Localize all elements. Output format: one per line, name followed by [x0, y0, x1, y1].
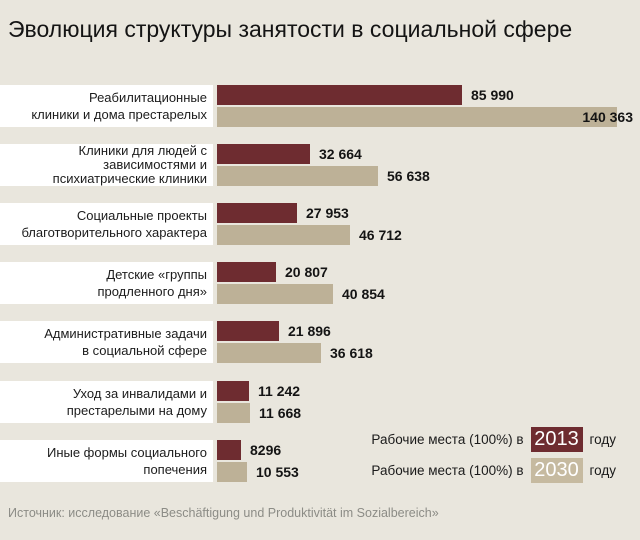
chart-row: Административные задачи в социальной сфе…: [0, 321, 640, 363]
bar-line-2013: 8296: [217, 440, 640, 460]
bar-value-2013: 11 242: [258, 383, 301, 399]
row-label-line: Реабилитационные: [88, 90, 207, 105]
row-label: Клиники для людей с зависимостями и псих…: [0, 144, 213, 186]
legend-swatch-2013: 2013: [530, 427, 583, 452]
legend-row-2030: Рабочие места (100%) в 2030 году: [340, 458, 616, 483]
row-label-line: Административные задачи: [44, 326, 207, 341]
row-bars: 8296 10 553: [217, 440, 640, 482]
row-bars: 20 807 40 854: [217, 262, 640, 304]
chart-title: Эволюция структуры занятости в социально…: [8, 16, 573, 42]
bar-value-2030: 11 668: [259, 405, 302, 421]
bar-2030: [217, 225, 350, 245]
bar-2013: [217, 381, 249, 401]
row-label-line: в социальной сфере: [82, 343, 207, 358]
row-label: Реабилитационные клиники и дома престаре…: [0, 85, 213, 127]
bar-value-2030: 40 854: [342, 286, 385, 302]
row-label-line: психиатрические клиники: [52, 171, 207, 186]
bar-value-2030: 36 618: [330, 345, 373, 361]
row-label-line: благотворительного характера: [21, 225, 207, 240]
bar-2013: [217, 321, 279, 341]
row-label-line: Иные формы социального: [46, 445, 207, 460]
row-label-line: клиники и дома престарелых: [31, 107, 207, 122]
bar-2013: [217, 85, 462, 105]
chart-row: Уход за инвалидами и престарелыми на дом…: [0, 381, 640, 423]
row-label-line: престарелыми на дому: [66, 403, 207, 418]
legend-suffix-2030: году: [589, 463, 616, 478]
bar-value-2030: 56 638: [387, 168, 430, 184]
row-label: Административные задачи в социальной сфе…: [0, 321, 213, 363]
bar-line-2013: 27 953: [217, 203, 640, 223]
source-note: Источник: исследование «Beschäftigung un…: [8, 506, 439, 520]
chart-row: Социальные проекты благотворительного ха…: [0, 203, 640, 245]
bar-line-2030: 46 712: [217, 225, 640, 245]
bar-value-2030: 10 553: [256, 464, 299, 480]
bar-line-2030: 36 618: [217, 343, 640, 363]
row-bars: 32 664 56 638: [217, 144, 640, 186]
bar-2013: [217, 203, 297, 223]
bar-line-2030: 11 668: [217, 403, 640, 423]
row-label-line: Детские «группы: [106, 267, 207, 282]
bar-2030: [217, 166, 378, 186]
bar-value-2013: 32 664: [319, 146, 362, 162]
row-bars: 27 953 46 712: [217, 203, 640, 245]
legend-label-2030: Рабочие места (100%) в: [371, 463, 524, 478]
chart-row: Реабилитационные клиники и дома престаре…: [0, 85, 640, 127]
bar-value-2013: 20 807: [285, 264, 328, 280]
row-label-line: Социальные проекты: [76, 208, 207, 223]
legend-row-2013: Рабочие места (100%) в 2013 году: [340, 427, 616, 452]
bar-2030: [217, 107, 617, 127]
row-label: Детские «группы продленного дня»: [0, 262, 213, 304]
row-label-line: Клиники для людей с: [78, 143, 207, 158]
bar-line-2030: 40 854: [217, 284, 640, 304]
bar-2013: [217, 144, 310, 164]
bar-line-2013: 21 896: [217, 321, 640, 341]
legend-suffix-2013: году: [589, 432, 616, 447]
bar-value-2013: 8296: [250, 442, 282, 458]
bar-value-2013: 27 953: [306, 205, 349, 221]
bar-line-2030: 10 553: [217, 462, 640, 482]
row-bars: 11 242 11 668: [217, 381, 640, 423]
bar-value-2030: 46 712: [359, 227, 402, 243]
bar-2030: [217, 403, 250, 423]
bar-value-2030: 140 363: [582, 109, 633, 125]
row-label: Уход за инвалидами и престарелыми на дом…: [0, 381, 213, 423]
bar-line-2013: 20 807: [217, 262, 640, 282]
bar-line-2013: 85 990: [217, 85, 640, 105]
chart-row: Детские «группы продленного дня» 20 807 …: [0, 262, 640, 304]
bar-line-2013: 32 664: [217, 144, 640, 164]
row-bars: 85 990 140 363: [217, 85, 640, 127]
bar-line-2013: 11 242: [217, 381, 640, 401]
bar-line-2030: 140 363: [217, 107, 640, 127]
legend-swatch-2030: 2030: [530, 458, 583, 483]
legend-label-2013: Рабочие места (100%) в: [371, 432, 524, 447]
row-label-line: попечения: [143, 462, 207, 477]
bar-value-2013: 21 896: [288, 323, 331, 339]
row-label-line: зависимостями и: [103, 157, 207, 172]
row-bars: 21 896 36 618: [217, 321, 640, 363]
legend: Рабочие места (100%) в 2013 году Рабочие…: [340, 427, 616, 483]
bar-2030: [217, 343, 321, 363]
chart-row: Клиники для людей с зависимостями и псих…: [0, 144, 640, 186]
chart-row: Иные формы социального попечения 8296 10…: [0, 440, 640, 482]
bar-value-2013: 85 990: [471, 87, 514, 103]
bar-line-2030: 56 638: [217, 166, 640, 186]
row-label: Иные формы социального попечения: [0, 440, 213, 482]
bar-2013: [217, 262, 276, 282]
bar-2030: [217, 462, 247, 482]
bar-2013: [217, 440, 241, 460]
row-label-line: продленного дня»: [97, 284, 207, 299]
row-label: Социальные проекты благотворительного ха…: [0, 203, 213, 245]
row-label-line: Уход за инвалидами и: [72, 386, 207, 401]
bar-2030: [217, 284, 333, 304]
